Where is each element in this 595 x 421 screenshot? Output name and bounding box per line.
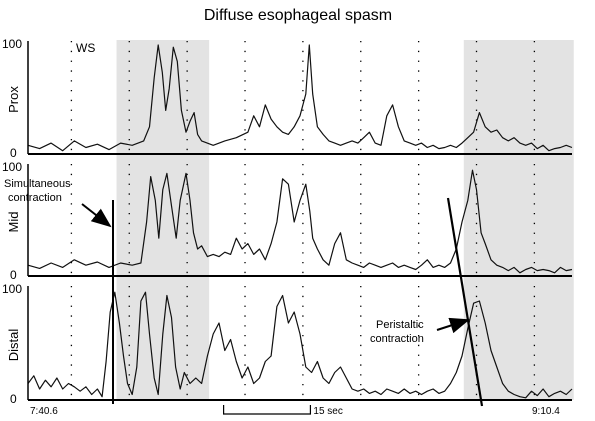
- annotation-simultaneous-line1: Simultaneous: [4, 178, 71, 190]
- arrow-peristaltic: [436, 317, 470, 334]
- peristaltic-marker-line: [446, 197, 484, 407]
- y-tick-label: 100: [2, 37, 22, 51]
- swallow-region-1: [116, 40, 210, 400]
- scale-bar: [223, 405, 312, 415]
- y-tick-label: 100: [2, 160, 22, 174]
- trace-prox: [27, 44, 573, 152]
- scale-bar-label: 15 sec: [313, 406, 342, 417]
- channel-label-prox: Prox: [6, 86, 21, 113]
- ws-label: WS: [76, 41, 95, 55]
- y-tick-label: 0: [10, 146, 17, 160]
- annotation-simultaneous-line2: contraction: [8, 192, 62, 204]
- channel-label-mid: Mid: [6, 212, 21, 233]
- arrow-simultaneous: [81, 203, 112, 228]
- y-tick-label: 0: [10, 392, 17, 406]
- x-tick-label-end: 9:10.4: [532, 406, 560, 417]
- annotation-peristaltic-line2: contraction: [370, 333, 424, 345]
- y-tick-label: 100: [2, 282, 22, 296]
- x-tick-label-start: 7:40.6: [30, 406, 58, 417]
- trace-distal: [27, 291, 573, 399]
- y-tick-label: 0: [10, 268, 17, 282]
- chart-title: Diffuse esophageal spasm: [204, 7, 392, 24]
- trace-mid: [27, 169, 573, 274]
- swallow-region-2: [463, 40, 574, 400]
- channel-label-distal: Distal: [6, 329, 21, 362]
- annotation-peristaltic-line1: Peristaltic: [376, 319, 424, 331]
